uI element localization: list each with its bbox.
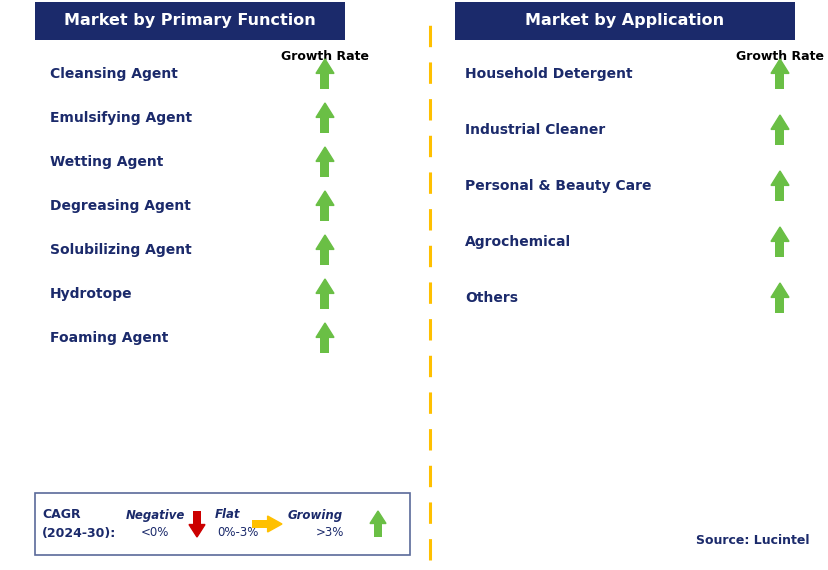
Text: Market by Primary Function: Market by Primary Function (64, 14, 315, 28)
Bar (320, 205, 329, 221)
Polygon shape (770, 171, 788, 185)
Bar (774, 298, 783, 313)
Bar (320, 117, 329, 133)
Polygon shape (267, 516, 282, 532)
Bar (320, 161, 329, 177)
Bar (373, 523, 382, 537)
Polygon shape (315, 59, 334, 74)
Text: Agrochemical: Agrochemical (465, 235, 570, 249)
Polygon shape (315, 147, 334, 161)
Text: Degreasing Agent: Degreasing Agent (50, 199, 190, 213)
Polygon shape (315, 191, 334, 205)
Text: <0%: <0% (141, 527, 169, 539)
Bar (320, 294, 329, 309)
Text: >3%: >3% (315, 527, 344, 539)
Text: Growth Rate: Growth Rate (281, 50, 368, 63)
Bar (320, 337, 329, 353)
Bar (252, 520, 267, 528)
Text: Personal & Beauty Care: Personal & Beauty Care (465, 179, 651, 193)
Text: Flat: Flat (215, 508, 240, 522)
Polygon shape (315, 279, 334, 294)
Bar (774, 242, 783, 257)
Text: Negative: Negative (125, 508, 185, 522)
FancyBboxPatch shape (455, 2, 794, 40)
Text: Others: Others (465, 291, 518, 305)
Text: CAGR: CAGR (42, 508, 80, 522)
Text: Emulsifying Agent: Emulsifying Agent (50, 111, 192, 125)
Bar (320, 74, 329, 89)
Bar (774, 129, 783, 145)
Text: Growth Rate: Growth Rate (735, 50, 823, 63)
Polygon shape (770, 115, 788, 129)
Text: Household Detergent: Household Detergent (465, 67, 632, 81)
Bar (774, 74, 783, 89)
Text: Foaming Agent: Foaming Agent (50, 331, 168, 345)
Bar (320, 250, 329, 265)
Text: 0%-3%: 0%-3% (217, 527, 258, 539)
Text: Source: Lucintel: Source: Lucintel (696, 534, 809, 547)
Text: Cleansing Agent: Cleansing Agent (50, 67, 178, 81)
Text: Growing: Growing (287, 508, 342, 522)
Polygon shape (770, 59, 788, 74)
Bar (193, 511, 200, 524)
Text: Market by Application: Market by Application (525, 14, 724, 28)
Polygon shape (189, 524, 205, 537)
Polygon shape (315, 235, 334, 250)
FancyBboxPatch shape (35, 493, 410, 555)
Polygon shape (315, 103, 334, 117)
Polygon shape (369, 511, 386, 523)
FancyBboxPatch shape (35, 2, 344, 40)
Polygon shape (770, 283, 788, 298)
Bar (774, 185, 783, 201)
Text: Hydrotope: Hydrotope (50, 287, 132, 301)
Text: Industrial Cleaner: Industrial Cleaner (465, 123, 604, 137)
Polygon shape (770, 227, 788, 242)
Text: Wetting Agent: Wetting Agent (50, 155, 163, 169)
Polygon shape (315, 323, 334, 337)
Text: (2024-30):: (2024-30): (42, 527, 116, 539)
Text: Solubilizing Agent: Solubilizing Agent (50, 243, 191, 257)
